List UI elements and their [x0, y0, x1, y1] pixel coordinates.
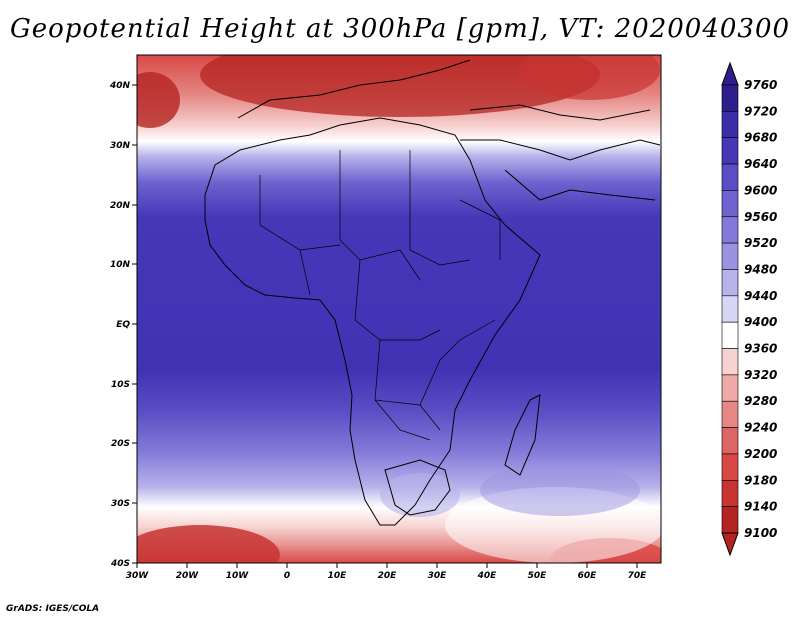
lat-axis: 40N 30N 20N 10N EQ 10S 20S 30S 40S — [109, 81, 137, 569]
colorbar-label: 9720 — [744, 104, 777, 118]
map-figure: 30W 20W 10W 0 10E 20E 30E 40E 50E 60E 70… — [109, 54, 777, 581]
high-north-west — [137, 72, 180, 128]
colorbar-label: 9640 — [744, 157, 777, 171]
lat-label: 40S — [110, 559, 130, 569]
lat-label: 30S — [111, 499, 130, 509]
colorbar-swatch — [721, 400, 739, 428]
colorbar-label: 9480 — [744, 262, 777, 276]
high-south-west — [137, 525, 280, 563]
colorbar-swatch — [721, 321, 739, 349]
colorbar-swatch — [721, 242, 739, 270]
chart-title: Geopotential Height at 300hPa [gpm], VT:… — [9, 14, 791, 44]
colorbar-label: 9600 — [744, 183, 777, 197]
lat-label: EQ — [116, 320, 130, 330]
lon-label: 60E — [578, 571, 598, 581]
lon-label: 20W — [176, 571, 200, 581]
lat-label: 10N — [110, 260, 131, 270]
colorbar-label: 9400 — [744, 315, 777, 329]
colorbar: 9760 9720 9680 9640 9600 9560 9520 9480 9440 9400… — [721, 61, 777, 557]
lon-label: 0 — [284, 571, 290, 581]
colorbar-label: 9100 — [744, 526, 777, 540]
lon-label: 10W — [226, 571, 250, 581]
colorbar-label: 9280 — [744, 394, 777, 408]
colorbar-label: 9320 — [744, 368, 777, 382]
high-north-mediterranean — [200, 55, 600, 117]
colorbar-swatch — [721, 506, 739, 534]
lat-label: 30N — [110, 141, 131, 151]
colorbar-swatch — [721, 479, 739, 507]
colorbar-swatch — [721, 111, 739, 139]
colorbar-label: 9520 — [744, 236, 777, 250]
colorbar-swatch — [721, 137, 739, 165]
colorbar-swatch — [721, 427, 739, 455]
credit-text: GrADS: IGES/COLA — [6, 604, 100, 614]
colorbar-label: 9440 — [744, 289, 777, 303]
colorbar-swatch — [721, 163, 739, 191]
lon-label: 20E — [378, 571, 398, 581]
colorbar-swatch — [721, 269, 739, 297]
map-frame — [136, 54, 662, 564]
lon-label: 30E — [428, 571, 448, 581]
colorbar-label: 9200 — [744, 447, 777, 461]
colorbar-swatch — [721, 216, 739, 244]
lon-label: 30W — [126, 571, 150, 581]
colorbar-swatch — [721, 453, 739, 481]
colorbar-label: 9180 — [744, 473, 777, 487]
lon-label: 50E — [528, 571, 548, 581]
colorbar-label: 9560 — [744, 210, 777, 224]
colorbar-label: 9680 — [744, 131, 777, 145]
colorbar-label: 9240 — [744, 421, 777, 435]
colorbar-swatch — [721, 374, 739, 402]
lat-label: 20S — [111, 439, 130, 449]
colorbar-swatch — [721, 348, 739, 376]
lon-label: 70E — [628, 571, 648, 581]
colorbar-bottom-arrow — [721, 532, 739, 557]
colorbar-swatch — [721, 295, 739, 323]
lon-label: 10E — [328, 571, 348, 581]
colorbar-label: 9360 — [744, 342, 777, 356]
lat-label: 10S — [111, 380, 130, 390]
lon-axis: 30W 20W 10W 0 10E 20E 30E 40E 50E 60E 70… — [126, 563, 647, 581]
africa-outline — [204, 59, 661, 526]
colorbar-label: 9140 — [744, 500, 777, 514]
colorbar-swatch — [721, 84, 739, 112]
lon-label: 40E — [477, 571, 498, 581]
colorbar-top-arrow — [721, 61, 739, 86]
country-borders — [259, 150, 501, 441]
lat-label: 20N — [110, 201, 131, 211]
lat-label: 40N — [109, 81, 131, 91]
colorbar-swatch — [721, 190, 739, 218]
colorbar-label: 9760 — [744, 78, 777, 92]
